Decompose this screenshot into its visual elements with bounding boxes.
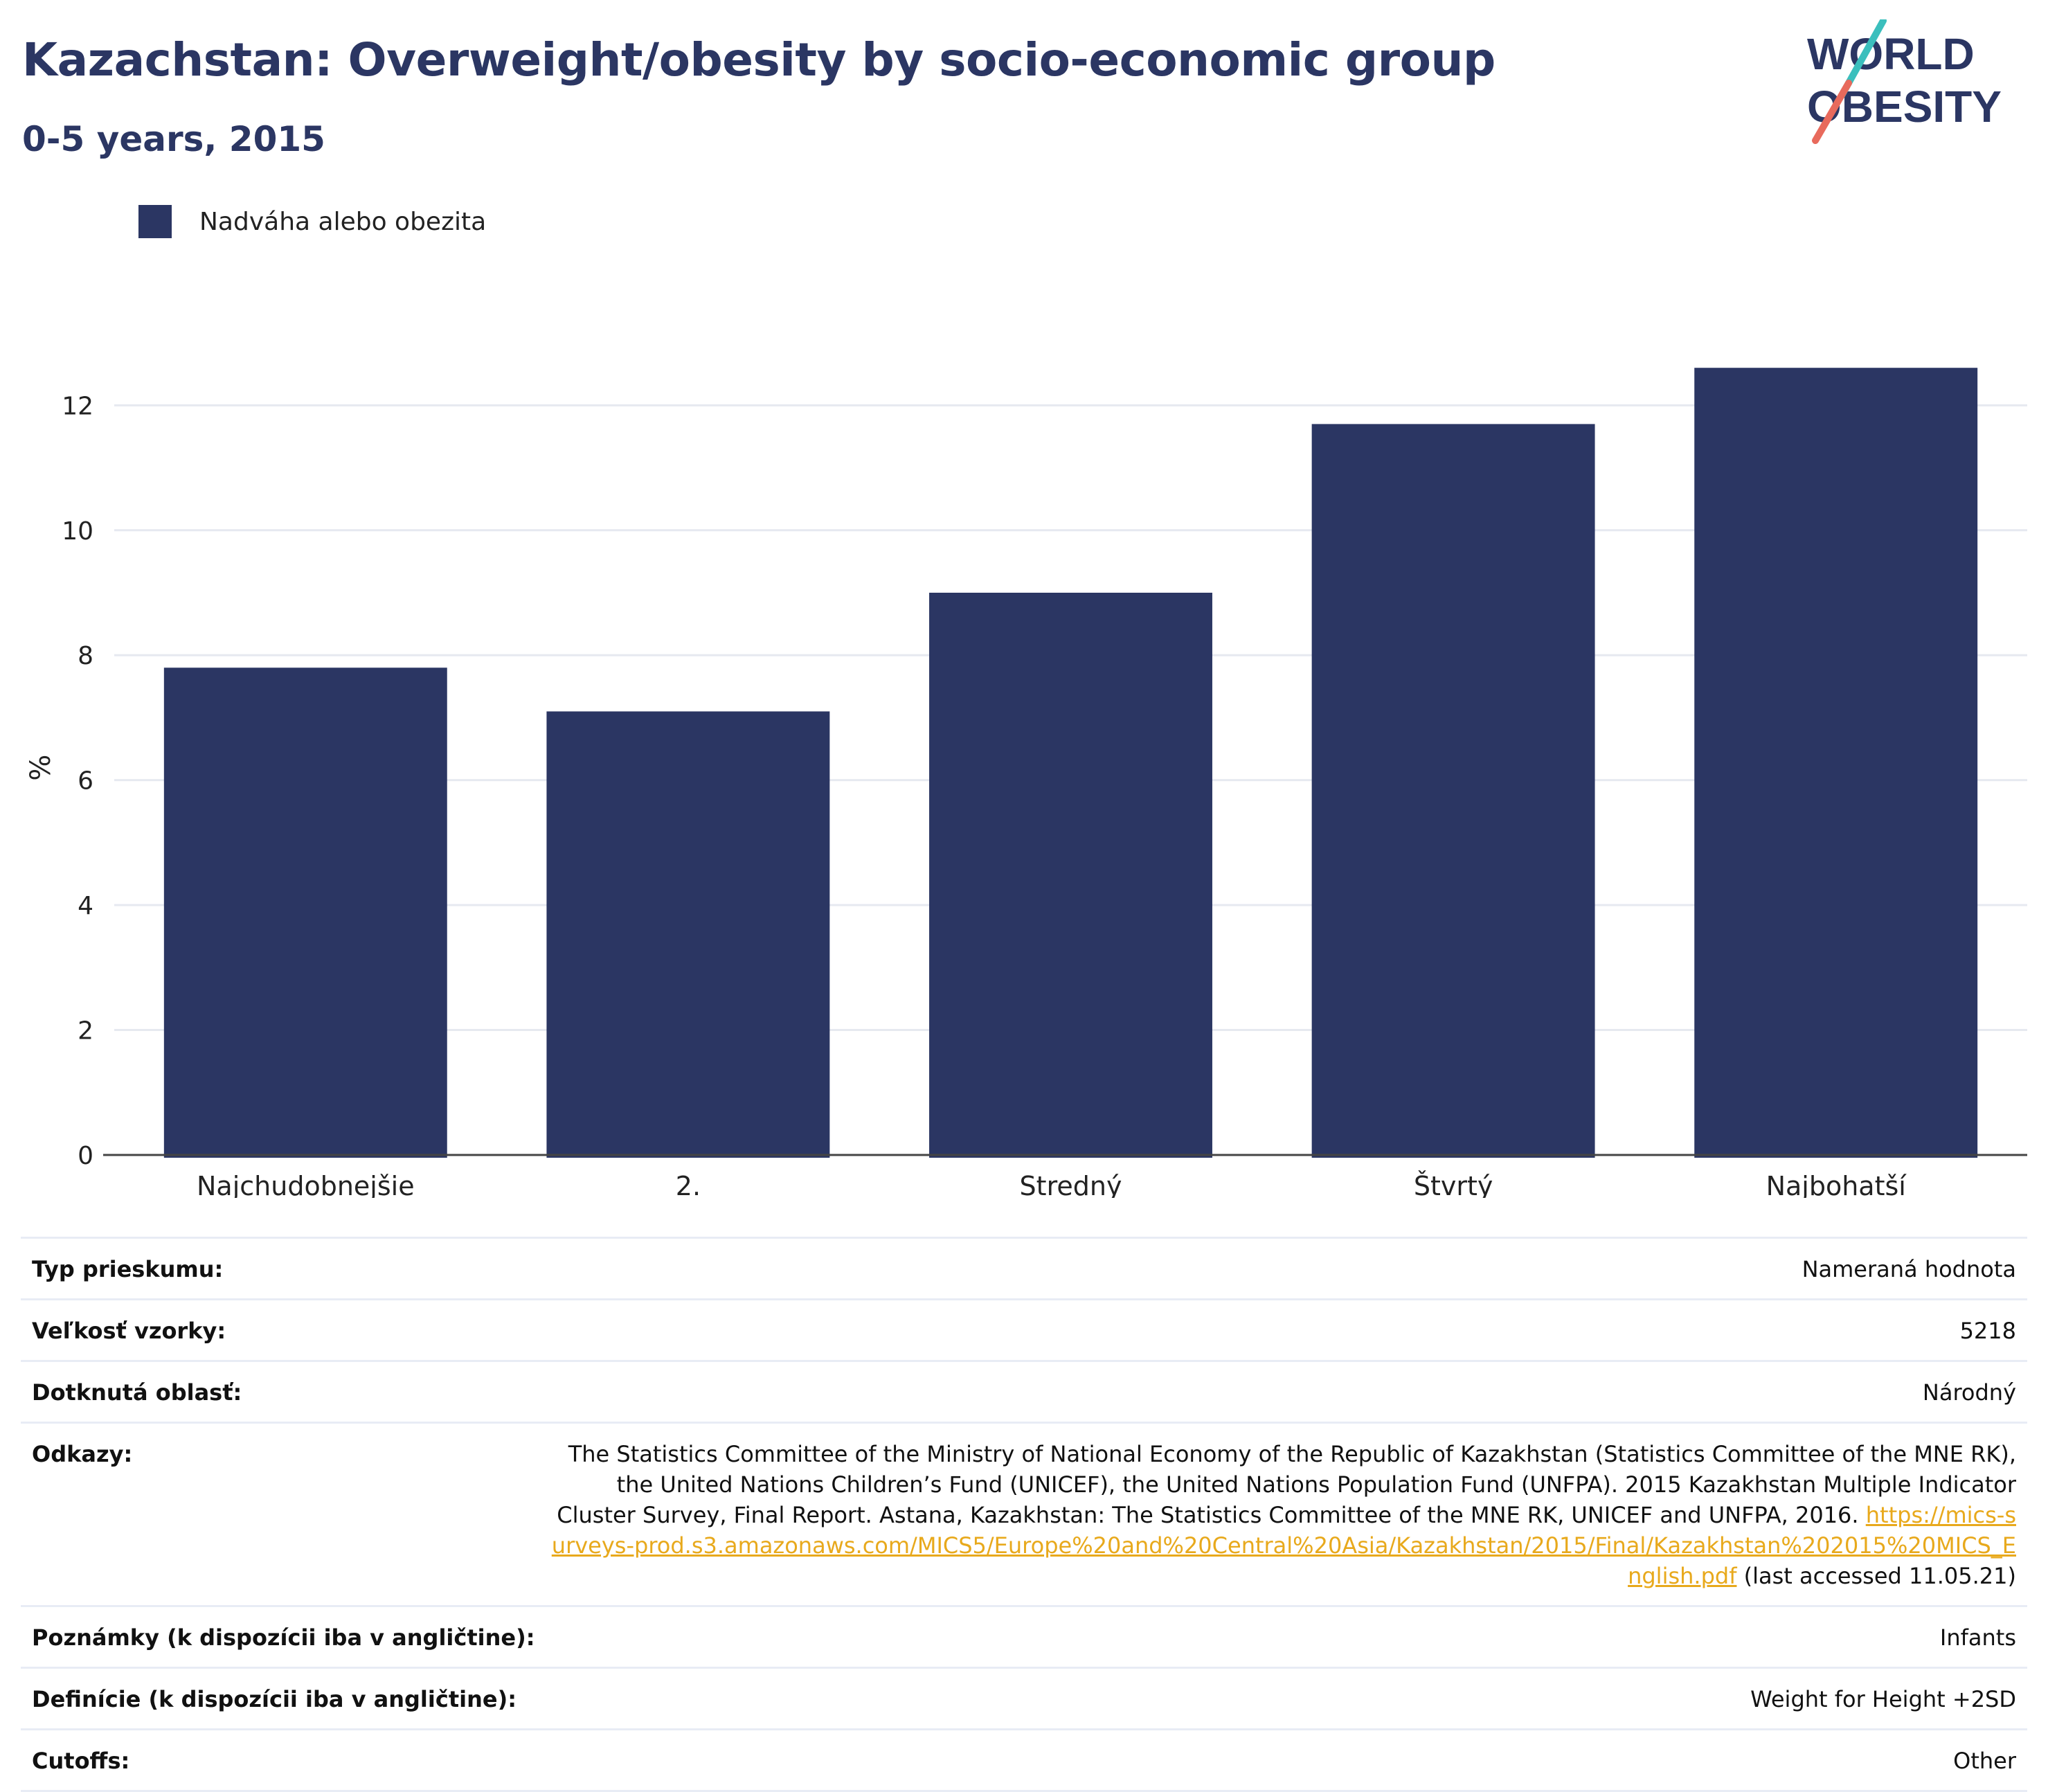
reference-link[interactable]: https://mics-surveys-prod.s3.amazonaws.c… [551, 1502, 2016, 1589]
x-tick-label: Stredný [1020, 1171, 1122, 1198]
metadata-row: Cutoffs: Other [21, 1728, 2027, 1792]
metadata-row: Definície (k dispozícii iba v angličtine… [21, 1667, 2027, 1728]
metadata-value-text: Nameraná hodnota [1802, 1256, 2016, 1282]
metadata-label: Cutoffs: [32, 1748, 130, 1774]
legend-label: Nadváha alebo obezita [199, 207, 487, 236]
metadata-value: 5218 [1960, 1316, 2016, 1346]
y-tick-label: 0 [78, 1142, 93, 1170]
bar [1694, 368, 1978, 1158]
bar [1311, 424, 1595, 1158]
metadata-label: Typ prieskumu: [32, 1256, 224, 1282]
metadata-label: Odkazy: [32, 1441, 133, 1467]
bar-chart: 0 2 4 6 8 10 12% Najchudobnejšie 2. Stredný Štvrtý… [25, 368, 2027, 1198]
world-obesity-logo: WORLD OBESITY [1807, 19, 2002, 144]
page-title: Kazachstan: Overweight/obesity by socio-… [22, 33, 1495, 87]
metadata-row: Dotknutá oblasť: Národný [21, 1360, 2027, 1422]
y-axis-label: % [25, 755, 57, 781]
metadata-value-text: Infants [1939, 1624, 2016, 1651]
metadata-label: Poznámky (k dispozícii iba v angličtine)… [32, 1624, 535, 1651]
metadata-label: Definície (k dispozícii iba v angličtine… [32, 1686, 517, 1712]
y-tick-label: 2 [78, 1017, 93, 1046]
page-subtitle: 0-5 years, 2015 [22, 119, 325, 159]
y-tick-label: 6 [78, 767, 93, 796]
metadata-value-text: Národný [1922, 1379, 2016, 1406]
y-tick-label: 8 [78, 642, 93, 670]
metadata-value: Other [1953, 1746, 2016, 1776]
metadata-value: The Statistics Committee of the Ministry… [548, 1439, 2016, 1591]
metadata-value: Infants [1940, 1622, 2016, 1653]
x-tick-label: Štvrtý [1414, 1171, 1493, 1198]
metadata-row: Odkazy: The Statistics Committee of the M… [21, 1422, 2027, 1605]
metadata-label: Dotknutá oblasť: [32, 1379, 242, 1406]
svg-text:OBESITY: OBESITY [1807, 82, 2002, 132]
svg-text:WORLD: WORLD [1807, 29, 1975, 79]
metadata-row: Typ prieskumu: Nameraná hodnota [21, 1237, 2027, 1298]
legend-swatch [138, 205, 172, 238]
y-tick-label: 10 [62, 517, 93, 546]
metadata-value-text: The Statistics Committee of the Ministry… [557, 1441, 2016, 1528]
metadata-value: Weight for Height +2SD [1750, 1684, 2016, 1714]
bar [929, 593, 1212, 1158]
metadata-value: Nameraná hodnota [1802, 1254, 2016, 1284]
reference-suffix: (last accessed 11.05.21) [1736, 1563, 2016, 1589]
x-tick-label: Najchudobnejšie [197, 1171, 415, 1198]
metadata-value-text: Weight for Height +2SD [1750, 1686, 2016, 1712]
x-tick-label: Najbohatší [1766, 1171, 1907, 1198]
y-tick-label: 12 [62, 392, 93, 420]
metadata-value-text: 5218 [1959, 1318, 2016, 1344]
bar [163, 667, 447, 1158]
metadata-value-text: Other [1953, 1748, 2016, 1774]
chart-legend: Nadváha alebo obezita [138, 205, 486, 238]
x-tick-label: 2. [676, 1171, 701, 1198]
metadata-row: Veľkosť vzorky: 5218 [21, 1298, 2027, 1360]
metadata-row: Poznámky (k dispozícii iba v angličtine)… [21, 1605, 2027, 1667]
metadata-table: Typ prieskumu: Nameraná hodnota Veľkosť vz… [21, 1237, 2027, 1792]
metadata-value: Národný [1923, 1377, 2016, 1408]
y-tick-label: 4 [78, 892, 93, 920]
bar [546, 711, 830, 1158]
metadata-label: Veľkosť vzorky: [32, 1318, 226, 1344]
